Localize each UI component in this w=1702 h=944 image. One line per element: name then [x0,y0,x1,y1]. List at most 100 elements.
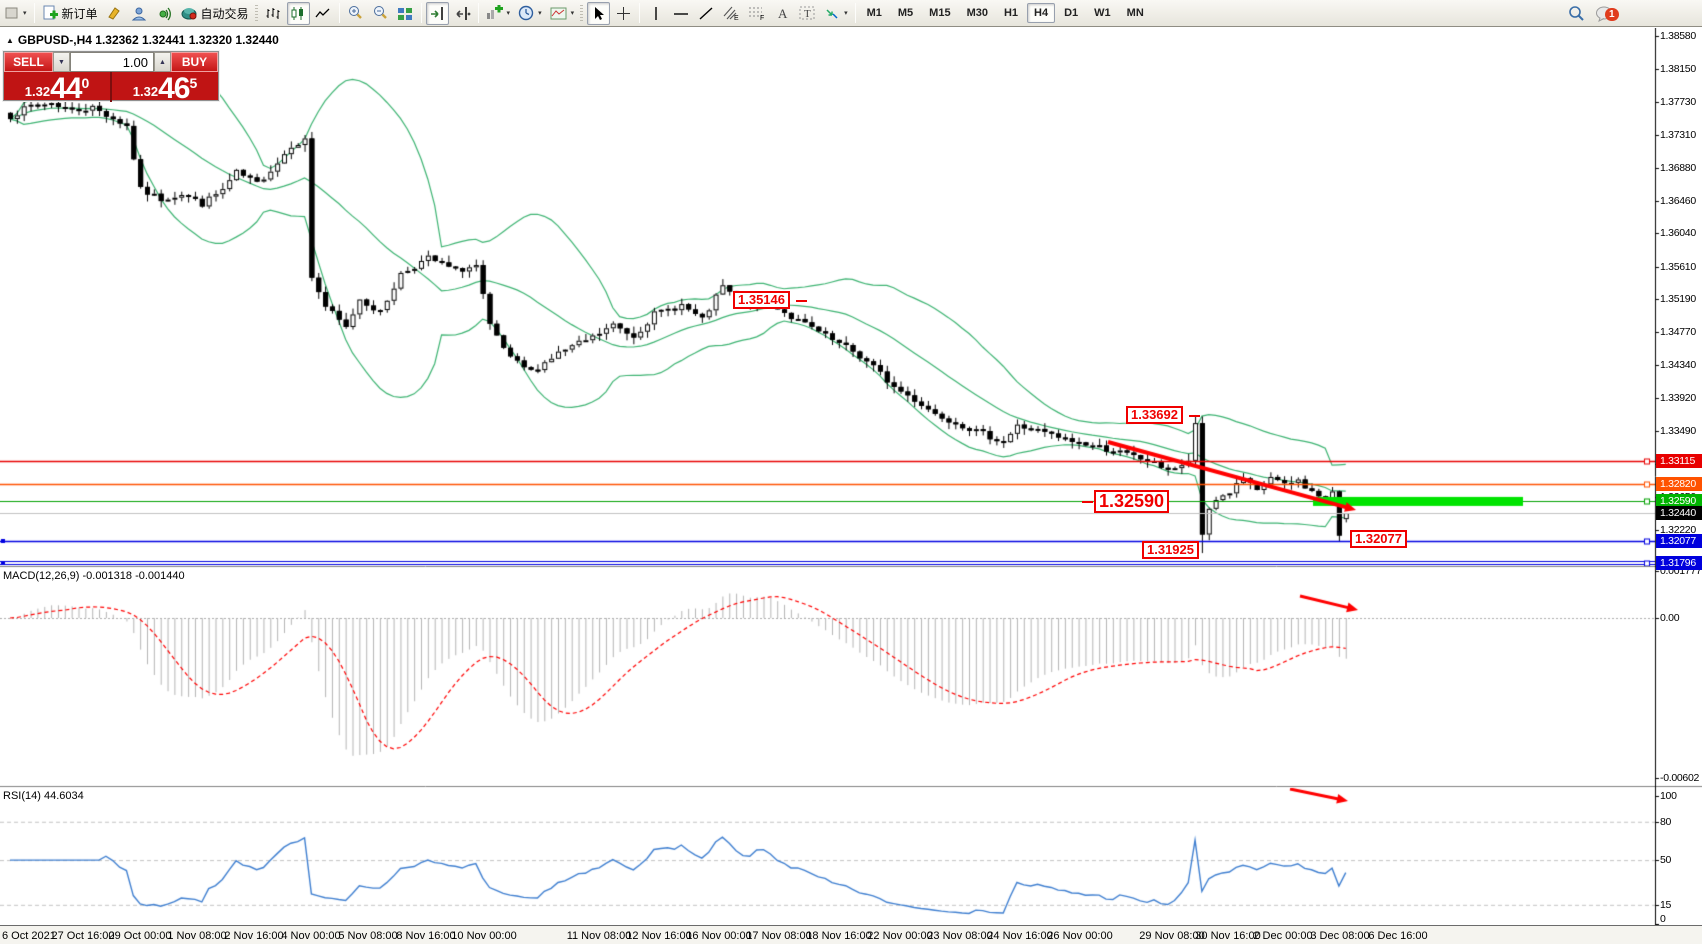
svg-text:T: T [804,8,811,20]
chevron-down-icon: ▾ [844,10,848,17]
new-order-label: 新订单 [61,6,98,21]
periods-button[interactable]: ▾ [515,2,545,25]
arrows-tool[interactable]: ▾ [821,2,851,25]
macd-axis-tick: 0.00 [1660,612,1680,624]
clock-icon [518,5,534,21]
new-order-button[interactable]: 新订单 [39,2,101,25]
time-axis-label: 8 Nov 16:00 [396,930,456,942]
timeframe-group: M1 M5 M15 M30 H1 H4 D1 W1 MN [859,3,1152,23]
separator [420,3,422,23]
time-axis-label: 6 Oct 2021 [2,930,56,942]
time-axis-label: 12 Nov 16:00 [626,930,692,942]
annotation-leader [1188,414,1200,417]
timeframe-mn[interactable]: MN [1126,7,1144,19]
text-tool[interactable]: A [771,2,794,25]
auto-scroll-button[interactable] [425,1,449,25]
timeframe-d1[interactable]: D1 [1064,7,1079,19]
time-axis-label: 27 Oct 16:00 [51,930,115,942]
time-axis-label: 29 Oct 00:00 [108,930,172,942]
price-badge: 1.32440 [1656,506,1702,521]
price-badge: 1.32077 [1656,534,1702,549]
buy-price-pipette: 5 [189,75,198,91]
buy-button[interactable]: BUY [171,52,218,72]
price-annotation[interactable]: 1.31925 [1142,541,1199,559]
fibonacci-tool[interactable]: F [745,2,769,25]
window-menu-button[interactable]: ▾ [2,2,30,25]
crosshair-tool-button[interactable] [612,2,635,25]
text-a-icon: A [778,6,788,21]
chat-button[interactable]: 1 [1595,5,1619,22]
time-axis-label: 24 Nov 16:00 [987,930,1053,942]
time-axis-label: 23 Nov 08:00 [927,930,993,942]
candlestick-chart-button[interactable] [286,1,310,25]
cursor-tool-button[interactable] [587,1,611,25]
time-axis[interactable]: 6 Oct 2021 27 Oct 16:00 29 Oct 00:00 1 Nov … [0,925,1702,944]
trendline-tool[interactable] [694,2,717,25]
zoom-in-icon [349,6,362,19]
price-tick: 1.34340 [1660,359,1696,372]
tile-windows-button[interactable] [394,2,417,25]
profile-button[interactable] [128,2,151,25]
candlestick-chart-icon [291,6,304,20]
rsi-label: RSI(14) 44.6034 [3,790,84,802]
annotation-leader [795,299,807,302]
price-annotation[interactable]: 1.33692 [1126,406,1183,424]
volume-input[interactable] [70,52,154,72]
sell-button[interactable]: SELL [4,52,53,72]
timeframe-w1[interactable]: W1 [1094,7,1111,19]
text-label-tool[interactable]: T [796,2,819,25]
zoom-out-button[interactable] [369,2,392,25]
crosshair-icon [617,6,631,20]
time-axis-label: 6 Dec 16:00 [1368,930,1428,942]
chevron-down-icon: ▾ [23,10,27,17]
macd-axis-tick: -0.00602 [1660,771,1700,784]
bar-chart-button[interactable] [262,2,285,25]
main-toolbar: ▾ 新订单 自动交易 [0,0,1702,27]
horizontal-line-tool[interactable] [669,2,692,25]
price-tick: 1.38580 [1660,30,1696,42]
app-window-icon [5,7,18,19]
indicators-button[interactable]: ▾ [483,2,514,25]
price-tick: 1.36460 [1660,194,1696,207]
new-order-icon [43,5,58,20]
timeframe-m15[interactable]: M15 [929,7,951,19]
timeframe-h1[interactable]: H1 [1003,7,1019,19]
channel-icon: E [723,6,739,21]
chart-canvas[interactable] [0,28,1702,944]
auto-scroll-icon [430,6,443,20]
vertical-line-tool[interactable] [644,2,667,25]
text-label-icon: T [799,6,815,20]
chart-shift-button[interactable] [451,2,474,25]
svg-text:F: F [760,15,764,21]
buy-price-display: 1.32 46 5 [112,72,218,105]
line-chart-icon [315,8,330,17]
price-badge: 1.32590 [1656,494,1702,509]
price-annotation[interactable]: 1.35146 [733,291,790,309]
highlight-button[interactable] [103,2,126,25]
price-annotation[interactable]: 1.32077 [1350,530,1407,548]
sell-price-display: 1.32 44 0 [4,72,112,104]
time-axis-label: 2 Dec 00:00 [1253,930,1313,942]
rsi-axis-tick: 100 [1660,790,1677,803]
timeframe-m5[interactable]: M5 [897,7,914,19]
timeframe-m30[interactable]: M30 [966,7,988,19]
line-chart-button[interactable] [312,2,335,25]
volume-decrease-button[interactable]: ▼ [53,52,70,72]
signal-button[interactable] [153,2,176,25]
autotrade-button[interactable]: 自动交易 [178,2,252,25]
time-axis-label: 16 Nov 00:00 [686,930,752,942]
equidistant-channel-tool[interactable]: E [719,2,743,25]
timeframe-m1[interactable]: M1 [866,7,882,19]
price-annotation[interactable]: 1.32590 [1094,490,1170,513]
buy-price-prefix: 1.32 [132,84,159,99]
collapse-panel-icon[interactable]: ▲ [6,36,14,45]
indicators-add-icon [486,5,503,19]
templates-button[interactable]: ▾ [547,2,578,25]
timeframe-h4[interactable]: H4 [1027,3,1056,23]
price-badge: 1.31796 [1656,556,1702,571]
volume-increase-button[interactable]: ▲ [154,52,171,72]
zoom-in-button[interactable] [344,2,367,25]
search-icon[interactable] [1568,5,1585,22]
buy-price-main: 46 [158,72,190,105]
time-axis-label: 29 Nov 08:00 [1139,930,1205,942]
